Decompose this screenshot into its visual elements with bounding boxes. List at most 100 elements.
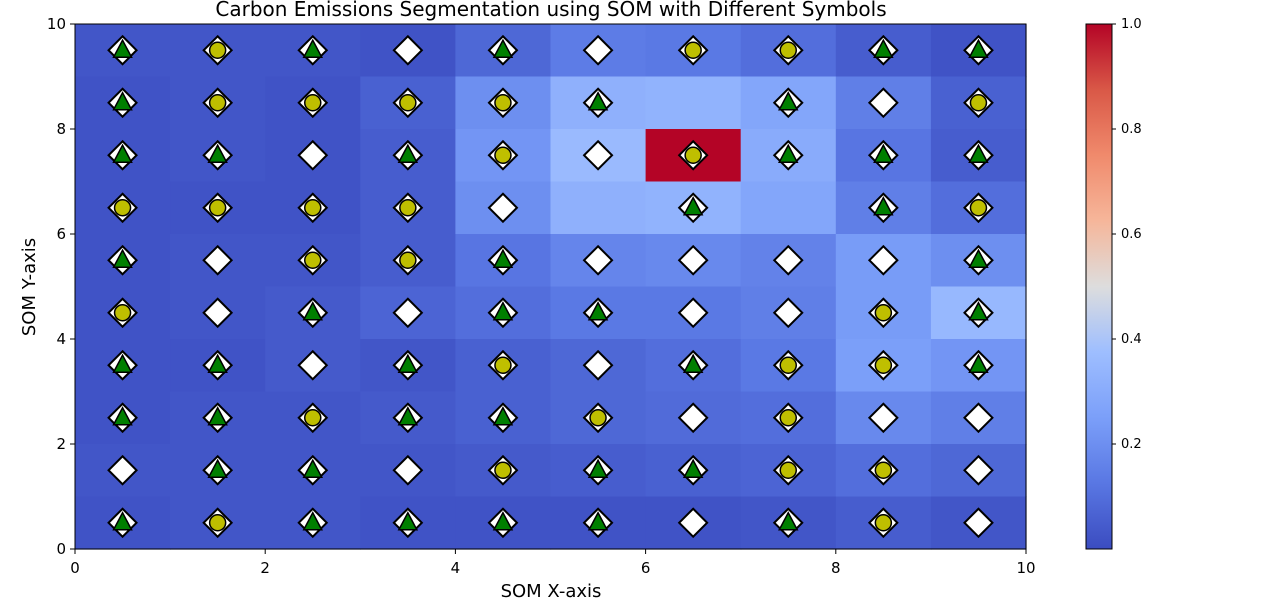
triangle-marker bbox=[587, 91, 609, 111]
triangle-marker bbox=[778, 91, 799, 111]
triangle-marker bbox=[492, 38, 514, 58]
triangle-marker bbox=[397, 143, 419, 163]
triangle-marker bbox=[587, 301, 609, 321]
triangle-marker bbox=[778, 143, 799, 163]
circle-marker bbox=[969, 94, 988, 112]
circle-marker bbox=[494, 461, 512, 479]
triangle-marker bbox=[207, 406, 228, 426]
diamond-marker bbox=[297, 349, 329, 381]
colorbar-tick-label: 1.0 bbox=[1121, 17, 1142, 32]
x-tick-label: 4 bbox=[451, 559, 461, 577]
y-axis: 0 2 4 6 8 10 bbox=[47, 15, 75, 558]
diamond-marker bbox=[582, 139, 614, 171]
circle-marker bbox=[399, 251, 417, 269]
circle-marker bbox=[304, 94, 322, 112]
colorbar bbox=[1085, 23, 1113, 550]
circle-marker bbox=[874, 356, 893, 374]
colorbar-tick-label: 0.8 bbox=[1121, 122, 1142, 137]
diamond-marker bbox=[677, 402, 709, 434]
circle-marker bbox=[874, 461, 893, 479]
colorbar-ticks: 0.2 0.4 0.6 0.8 1.0 bbox=[1112, 17, 1142, 452]
colorbar-tick-label: 0.2 bbox=[1121, 437, 1142, 452]
circle-marker bbox=[684, 146, 702, 164]
triangle-marker bbox=[492, 406, 514, 426]
triangle-marker bbox=[778, 511, 799, 531]
y-tick-label: 10 bbox=[47, 15, 66, 33]
diamond-marker bbox=[963, 454, 994, 486]
heatmap-cell bbox=[550, 181, 647, 235]
circle-marker bbox=[969, 199, 988, 217]
triangle-marker bbox=[873, 143, 894, 163]
x-tick-label: 10 bbox=[1016, 559, 1035, 577]
triangle-marker bbox=[397, 353, 419, 373]
triangle-marker bbox=[492, 248, 514, 268]
triangle-marker bbox=[112, 91, 133, 111]
diamond-marker bbox=[963, 507, 994, 539]
y-tick-label: 2 bbox=[56, 435, 66, 453]
colorbar-tick-label: 0.6 bbox=[1121, 227, 1142, 242]
circle-marker bbox=[399, 94, 417, 112]
diamond-marker bbox=[582, 244, 614, 276]
som-markers bbox=[107, 34, 994, 539]
circle-marker bbox=[494, 356, 512, 374]
triangle-marker bbox=[968, 248, 989, 268]
triangle-marker bbox=[682, 196, 704, 216]
x-tick-label: 6 bbox=[641, 559, 651, 577]
triangle-marker bbox=[302, 511, 323, 531]
diamond-marker bbox=[392, 454, 424, 486]
circle-marker bbox=[304, 199, 322, 217]
diamond-marker bbox=[772, 297, 804, 329]
diamond-marker bbox=[107, 454, 138, 486]
triangle-marker bbox=[682, 353, 704, 373]
x-axis-label: SOM X-axis bbox=[501, 581, 602, 602]
diamond-marker bbox=[867, 87, 899, 119]
triangle-marker bbox=[302, 38, 323, 58]
circle-marker bbox=[399, 199, 417, 217]
circle-marker bbox=[304, 251, 322, 269]
triangle-marker bbox=[873, 38, 894, 58]
circle-marker bbox=[779, 41, 797, 59]
heatmap-cell bbox=[645, 76, 742, 130]
x-tick-label: 8 bbox=[831, 559, 841, 577]
diamond-marker bbox=[677, 244, 709, 276]
triangle-marker bbox=[207, 353, 228, 373]
diamond-marker bbox=[772, 244, 804, 276]
diamond-marker bbox=[582, 34, 614, 66]
triangle-marker bbox=[968, 143, 989, 163]
triangle-marker bbox=[968, 353, 989, 373]
chart-title: Carbon Emissions Segmentation using SOM … bbox=[215, 0, 886, 21]
triangle-marker bbox=[112, 406, 133, 426]
circle-marker bbox=[208, 514, 227, 532]
plot-frame bbox=[74, 23, 1027, 550]
triangle-marker bbox=[302, 458, 323, 478]
x-axis: 0 2 4 6 8 10 bbox=[70, 549, 1036, 577]
triangle-marker bbox=[587, 511, 609, 531]
circle-marker bbox=[779, 409, 797, 427]
diamond-marker bbox=[677, 507, 709, 539]
circle-marker bbox=[874, 514, 893, 532]
diamond-marker bbox=[963, 402, 994, 434]
diamond-marker bbox=[392, 297, 424, 329]
y-axis-label: SOM Y-axis bbox=[19, 238, 40, 336]
y-tick-label: 0 bbox=[56, 540, 66, 558]
triangle-marker bbox=[112, 143, 133, 163]
triangle-marker bbox=[397, 406, 419, 426]
circle-marker bbox=[494, 94, 512, 112]
triangle-marker bbox=[207, 458, 228, 478]
triangle-marker bbox=[112, 353, 133, 373]
diamond-marker bbox=[392, 34, 424, 66]
heatmap-cell bbox=[740, 181, 837, 235]
triangle-marker bbox=[112, 38, 133, 58]
circle-marker bbox=[113, 304, 132, 322]
circle-marker bbox=[874, 304, 893, 322]
diamond-marker bbox=[202, 297, 234, 329]
circle-marker bbox=[779, 461, 797, 479]
circle-marker bbox=[208, 94, 227, 112]
circle-marker bbox=[113, 199, 132, 217]
circle-marker bbox=[208, 41, 227, 59]
triangle-marker bbox=[492, 301, 514, 321]
diamond-marker bbox=[202, 244, 234, 276]
x-tick-label: 0 bbox=[70, 559, 80, 577]
